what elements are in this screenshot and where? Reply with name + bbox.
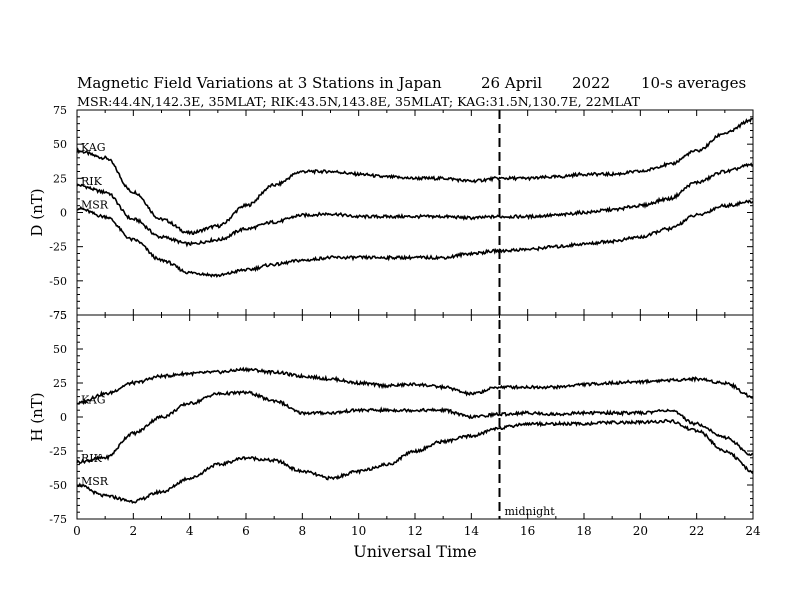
x-tick-label: 4 bbox=[186, 524, 194, 538]
y-tick-label: 50 bbox=[53, 343, 67, 356]
chart-averaging: 10-s averages bbox=[641, 74, 746, 92]
stations-info: MSR:44.4N,142.3E, 35MLAT; RIK:43.5N,143.… bbox=[77, 95, 640, 109]
panel-frame bbox=[76, 314, 754, 520]
series-label-msr: MSR bbox=[81, 198, 109, 211]
y-tick-label: 25 bbox=[53, 377, 67, 390]
x-tick-label: 22 bbox=[689, 524, 704, 538]
x-axis-label: Universal Time bbox=[353, 542, 476, 561]
y-tick-label: -25 bbox=[49, 241, 67, 254]
series-line-rik bbox=[76, 162, 754, 248]
y-tick-label: 75 bbox=[53, 309, 67, 322]
chart-title: Magnetic Field Variations at 3 Stations … bbox=[77, 74, 442, 92]
x-tick-label: 16 bbox=[520, 524, 535, 538]
y-tick-label: 0 bbox=[60, 207, 67, 220]
y-tick-label: -75 bbox=[49, 309, 67, 322]
x-tick-label: 10 bbox=[351, 524, 366, 538]
x-tick-label: 0 bbox=[73, 524, 81, 538]
x-tick-label: 8 bbox=[299, 524, 307, 538]
y-tick-label: 50 bbox=[53, 138, 67, 151]
series-line-kag bbox=[76, 117, 754, 236]
series-label-msr: MSR bbox=[81, 475, 109, 488]
y-tick-label: -50 bbox=[49, 275, 67, 288]
y-tick-label: -25 bbox=[49, 445, 67, 458]
series-label-kag: KAG bbox=[81, 393, 106, 406]
x-tick-label: 20 bbox=[633, 524, 648, 538]
series-line-msr bbox=[76, 418, 754, 504]
panel-frame bbox=[76, 109, 754, 316]
y-tick-label: 25 bbox=[53, 172, 67, 185]
d-component-panel: -75 -50 -25 0 25 50 75 D (nT) KAG RIK MSR bbox=[28, 104, 754, 322]
series-line-rik bbox=[76, 389, 754, 465]
series-label-rik: RIK bbox=[81, 175, 103, 188]
series-label-kag: KAG bbox=[81, 141, 106, 154]
y-axis-label: H (nT) bbox=[28, 392, 46, 441]
x-tick-label: 18 bbox=[576, 524, 591, 538]
x-tick-label: 12 bbox=[407, 524, 422, 538]
x-tick-label: 6 bbox=[242, 524, 250, 538]
chart-date: 26 April bbox=[481, 74, 542, 92]
x-tick-label: 2 bbox=[130, 524, 138, 538]
y-tick-label: 0 bbox=[60, 411, 67, 424]
series-line-msr bbox=[76, 199, 754, 278]
x-tick-label: 14 bbox=[464, 524, 480, 538]
y-tick-label: -50 bbox=[49, 479, 67, 492]
chart-year: 2022 bbox=[572, 74, 610, 92]
midnight-label: midnight bbox=[505, 505, 556, 518]
y-tick-label: 75 bbox=[53, 104, 67, 117]
y-axis-label: D (nT) bbox=[28, 188, 46, 236]
y-tick-label: -75 bbox=[49, 513, 67, 526]
x-tick-label: 24 bbox=[745, 524, 761, 538]
series-line-kag bbox=[76, 366, 754, 406]
series-label-rik: RIK bbox=[81, 452, 103, 465]
